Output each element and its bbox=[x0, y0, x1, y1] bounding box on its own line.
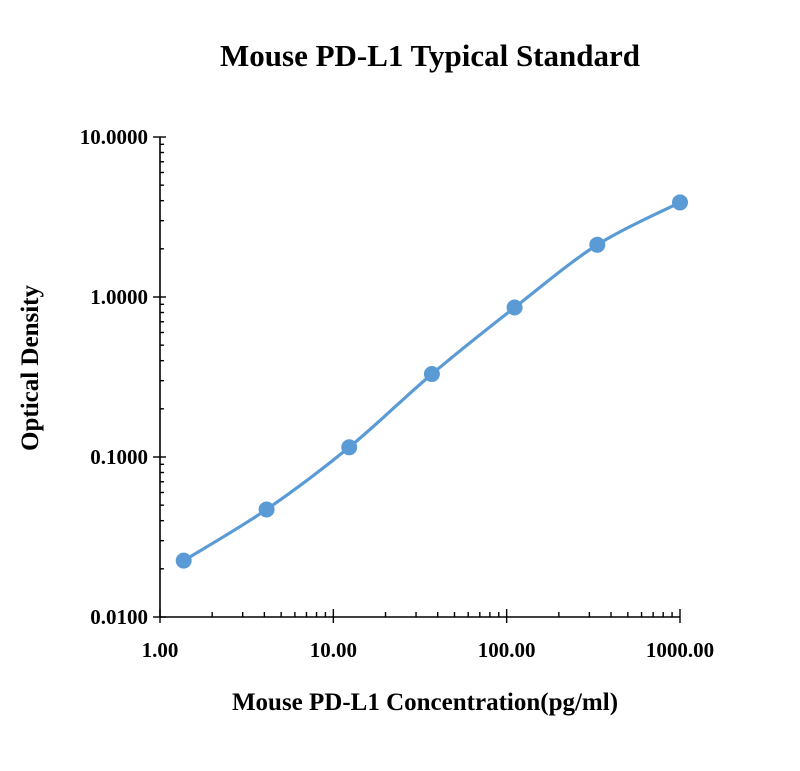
x-tick-label: 1.00 bbox=[142, 638, 179, 662]
axes: 0.0100 0.1000 1.0000 10.0000 1.00 10.00 100.00… bbox=[80, 125, 714, 662]
data-point bbox=[589, 236, 606, 253]
x-axis-label: Mouse PD-L1 Concentration(pg/ml) bbox=[232, 689, 618, 716]
data-point bbox=[258, 501, 275, 518]
x-tick-label: 100.00 bbox=[478, 638, 536, 662]
plot-area bbox=[175, 194, 688, 569]
y-tick-label: 1.0000 bbox=[90, 285, 148, 309]
data-point bbox=[506, 299, 523, 316]
data-point bbox=[672, 194, 688, 211]
y-axis-label: Optical Density bbox=[17, 285, 44, 451]
data-point bbox=[175, 552, 192, 569]
x-tick-label: 1000.00 bbox=[646, 638, 714, 662]
data-point bbox=[341, 439, 358, 456]
y-tick-label: 10.0000 bbox=[80, 125, 148, 149]
data-point bbox=[423, 366, 440, 383]
y-tick-label: 0.0100 bbox=[90, 605, 148, 629]
y-tick-label: 0.1000 bbox=[90, 445, 148, 469]
chart-title: Mouse PD-L1 Typical Standard bbox=[220, 38, 640, 73]
x-tick-label: 10.00 bbox=[310, 638, 357, 662]
